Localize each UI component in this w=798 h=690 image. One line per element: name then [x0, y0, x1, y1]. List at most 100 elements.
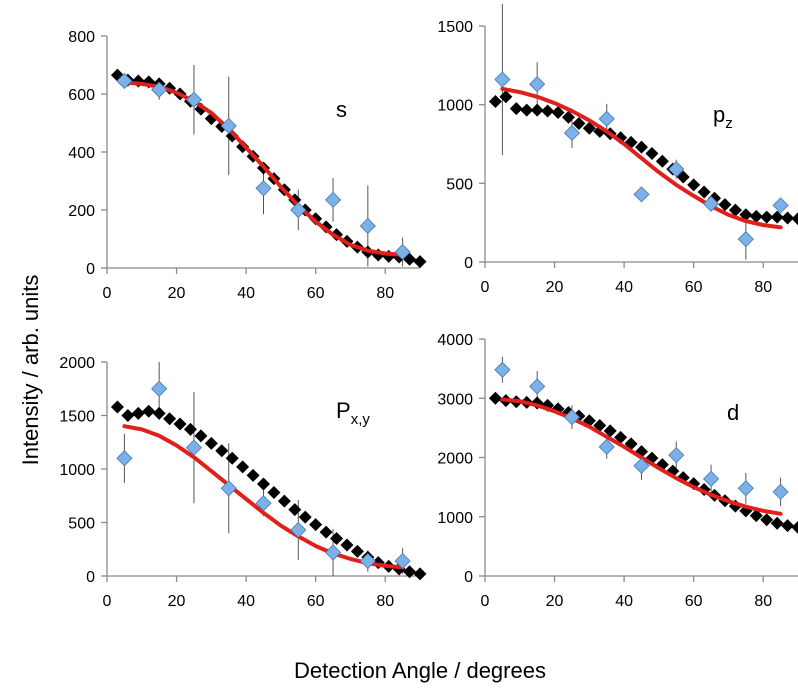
- black-diamond-point: [614, 430, 628, 444]
- x-tick-label: 40: [237, 593, 255, 610]
- black-diamond-point: [267, 486, 281, 500]
- x-tick-label: 80: [754, 593, 772, 610]
- blue-diamond-point: [633, 457, 650, 474]
- black-diamond-point: [413, 567, 427, 581]
- black-diamond-point: [110, 400, 124, 414]
- y-tick-label: 1500: [59, 409, 95, 426]
- panel-label: d: [727, 400, 739, 425]
- black-diamond-point: [309, 518, 323, 532]
- y-tick-label: 800: [68, 29, 95, 46]
- red-fit-line: [122, 80, 405, 257]
- black-diamond-point: [582, 121, 596, 135]
- black-diamond-point: [246, 468, 260, 482]
- y-tick-label: 0: [86, 569, 95, 586]
- blue-diamond-point: [737, 480, 754, 497]
- x-tick-label: 0: [481, 593, 490, 610]
- y-tick-label: 4000: [437, 332, 473, 349]
- x-tick-label: 80: [376, 593, 394, 610]
- panel-label-main: s: [336, 97, 347, 122]
- black-diamond-point: [121, 409, 135, 422]
- black-diamond-point: [541, 104, 555, 118]
- x-tick-label: 60: [307, 593, 325, 610]
- black-diamond-point: [645, 146, 659, 160]
- black-diamond-point: [791, 520, 798, 534]
- red-fit-line: [122, 424, 405, 570]
- y-tick-label: 500: [446, 176, 473, 193]
- black-diamond-point: [413, 255, 427, 269]
- black-diamond-point: [392, 250, 406, 264]
- y-tick-label: 1000: [437, 510, 473, 527]
- blue-diamond-point: [116, 72, 133, 90]
- blue-diamond-point: [359, 552, 376, 570]
- black-diamond-point: [499, 90, 513, 104]
- black-diamond-point: [183, 422, 197, 436]
- black-diamond-point: [204, 436, 218, 450]
- blue-diamond-point: [494, 71, 511, 88]
- black-diamond-point: [760, 210, 774, 224]
- y-tick-label: 400: [68, 145, 95, 162]
- panel-label: Px,y: [336, 398, 370, 428]
- y-tick-label: 2000: [59, 355, 95, 372]
- chart-panel-2: 0 500 1000 1500 0 20 40 60 80 pz: [437, 3, 798, 296]
- x-axis-label: Detection Angle / degrees: [294, 658, 546, 683]
- y-tick-label: 3000: [437, 391, 473, 408]
- black-diamond-point: [340, 538, 354, 552]
- y-tick-label: 0: [464, 569, 473, 586]
- blue-diamond-point: [702, 470, 720, 487]
- blue-diamond-point: [598, 438, 615, 455]
- blue-diamond-point: [633, 186, 650, 203]
- black-diamond-point: [687, 178, 701, 192]
- chart-panel-1: 0 200 400 600 800 0 20 40 60 80 s: [68, 29, 427, 302]
- panel-label-main: d: [727, 400, 739, 425]
- y-tick-label: 600: [68, 87, 95, 104]
- x-tick-label: 0: [103, 593, 112, 610]
- black-diamond-point: [350, 544, 364, 558]
- black-diamond-point: [760, 513, 774, 527]
- panel-label-main: p: [713, 102, 725, 127]
- x-tick-label: 60: [307, 285, 325, 302]
- black-diamond-point: [257, 477, 270, 491]
- black-diamond-point: [635, 140, 648, 154]
- x-tick-label: 60: [685, 593, 703, 610]
- x-tick-label: 0: [103, 285, 112, 302]
- black-diamond-point: [572, 117, 586, 131]
- blue-diamond-point: [668, 161, 685, 178]
- blue-diamond-point: [772, 483, 789, 500]
- black-diamond-point: [288, 503, 302, 517]
- y-tick-label: 0: [86, 261, 95, 278]
- blue-diamond-point: [359, 217, 376, 235]
- black-diamond-point: [718, 198, 732, 212]
- black-diamond-point: [530, 103, 544, 117]
- red-fit-line: [500, 86, 783, 230]
- y-tick-label: 0: [464, 255, 473, 272]
- y-tick-label: 1000: [59, 462, 95, 479]
- black-diamond-point: [781, 519, 795, 533]
- x-tick-label: 20: [168, 593, 186, 610]
- blue-diamond-point: [255, 180, 272, 197]
- y-tick-label: 2000: [437, 451, 473, 468]
- black-diamond-point: [403, 252, 417, 266]
- panel-label-main: P: [336, 398, 351, 423]
- black-diamond-point: [330, 532, 344, 546]
- blue-diamond-point: [394, 243, 411, 261]
- black-diamond-point: [561, 110, 575, 124]
- blue-diamond-point: [563, 409, 581, 426]
- black-diamond-point: [551, 106, 565, 120]
- blue-diamond-point: [290, 521, 307, 539]
- x-tick-label: 80: [376, 285, 394, 302]
- x-tick-label: 60: [685, 279, 703, 296]
- blue-diamond-point: [151, 380, 168, 397]
- black-diamond-point: [781, 211, 795, 225]
- black-diamond-point: [215, 444, 229, 458]
- black-diamond-point: [298, 510, 312, 524]
- y-tick-label: 500: [68, 516, 95, 533]
- x-tick-label: 40: [237, 285, 255, 302]
- black-diamond-point: [520, 103, 534, 117]
- blue-diamond-point: [220, 480, 237, 497]
- black-diamond-point: [749, 509, 763, 523]
- black-diamond-point: [173, 417, 187, 431]
- blue-diamond-point: [324, 544, 342, 561]
- y-tick-label: 1500: [437, 19, 473, 36]
- blue-diamond-point: [394, 552, 411, 570]
